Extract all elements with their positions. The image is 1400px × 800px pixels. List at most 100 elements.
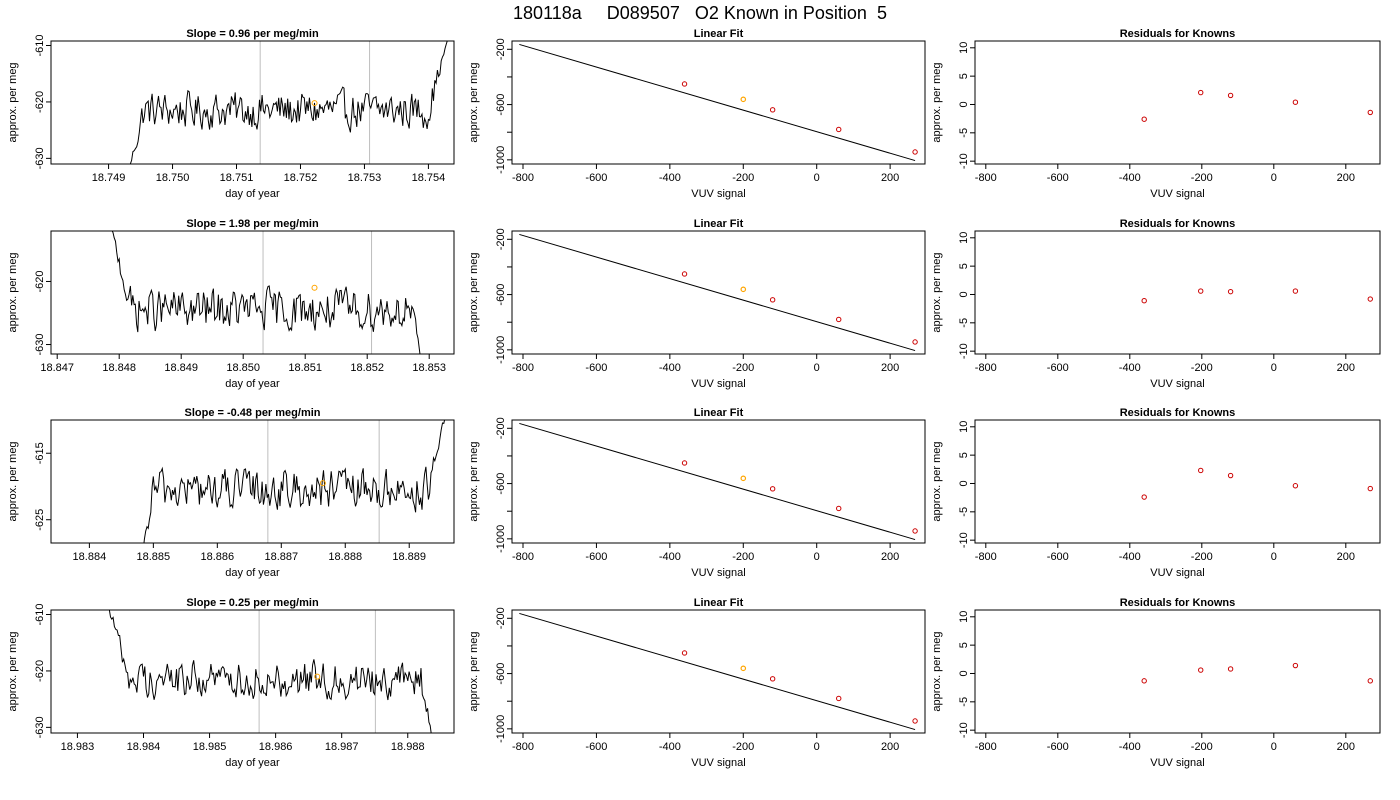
- panel-timeseries-1: Slope = 0.96 per meg/min 18.749 18.750 18.7…: [7, 28, 455, 200]
- y-axis-label: approx. per meg: [7, 631, 19, 711]
- y-tick-label: -200: [495, 607, 507, 629]
- x-tick-label: 18.886: [200, 551, 234, 563]
- y-tick-label: 10: [958, 42, 970, 54]
- known-point: [912, 528, 918, 534]
- x-tick-label: 18.852: [350, 362, 384, 374]
- x-tick-label: 18.988: [391, 741, 425, 753]
- x-tick-label: -200: [732, 551, 754, 563]
- y-tick-label: -630: [34, 147, 46, 169]
- y-tick-label: 0: [958, 291, 970, 297]
- y-tick-label: 0: [958, 670, 970, 676]
- x-tick-label: 200: [1337, 741, 1355, 753]
- y-tick-label: -1000: [495, 146, 507, 174]
- y-tick-label: -5: [958, 697, 970, 707]
- x-tick-label: 200: [881, 362, 899, 374]
- x-tick-label: -400: [659, 362, 681, 374]
- plot-frame: [511, 419, 926, 544]
- panel-title: Residuals for Knowns: [1120, 28, 1236, 40]
- y-tick-label: -5: [958, 318, 970, 328]
- known-point: [681, 271, 688, 277]
- x-tick-label: 18.889: [392, 551, 426, 563]
- known-point: [769, 676, 776, 682]
- y-tick-label: -1000: [495, 525, 507, 553]
- x-tick-label: -600: [585, 551, 607, 563]
- residual-point: [1367, 109, 1373, 116]
- x-tick-label: -400: [1119, 172, 1141, 184]
- residual-point: [1227, 666, 1234, 672]
- plot-frame: [974, 609, 1381, 734]
- x-tick-label: -400: [1119, 741, 1141, 753]
- x-tick-label: 18.885: [137, 551, 171, 563]
- panel-title: Slope = 0.96 per meg/min: [186, 28, 319, 40]
- x-tick-label: -400: [659, 551, 681, 563]
- sample-point: [740, 665, 747, 672]
- residual-point: [1198, 467, 1204, 474]
- x-tick-label: -800: [975, 741, 997, 753]
- y-tick-label: -1000: [495, 715, 507, 743]
- y-tick-label: 10: [958, 232, 970, 244]
- x-tick-label: 18.849: [164, 362, 198, 374]
- sample-point: [740, 475, 747, 482]
- x-tick-label: -400: [659, 172, 681, 184]
- mean-marker: [314, 673, 321, 680]
- x-tick-label: -200: [1191, 362, 1213, 374]
- plot-frame: [50, 40, 455, 165]
- y-tick-label: 5: [958, 642, 970, 648]
- residual-point: [1198, 89, 1204, 96]
- x-tick-label: 18.887: [264, 551, 298, 563]
- y-tick-label: -10: [958, 722, 970, 738]
- known-point: [769, 486, 776, 492]
- panel-fit-1: Linear Fit -800 -600 -400 -200 0 200 -200 -600 -1…: [468, 28, 926, 200]
- x-tick-label: 200: [881, 172, 899, 184]
- y-tick-label: 5: [958, 73, 970, 79]
- x-tick-label: 18.984: [127, 741, 161, 753]
- y-tick-label: -10: [958, 153, 970, 169]
- y-axis-label: approx. per meg: [931, 252, 943, 332]
- x-axis-label: VUV signal: [691, 188, 745, 200]
- x-tick-label: 18.853: [412, 362, 446, 374]
- x-axis-label: day of year: [225, 378, 280, 390]
- x-tick-label: 18.753: [348, 172, 382, 184]
- plot-frame: [511, 230, 926, 355]
- x-tick-label: 200: [1337, 362, 1355, 374]
- x-tick-label: 18.851: [288, 362, 322, 374]
- panel-title: Linear Fit: [694, 218, 744, 230]
- x-tick-label: -600: [1047, 172, 1069, 184]
- x-tick-label: 0: [814, 362, 820, 374]
- y-tick-label: -600: [495, 473, 507, 495]
- y-tick-label: 5: [958, 263, 970, 269]
- x-tick-label: -600: [1047, 362, 1069, 374]
- sample-point: [740, 286, 747, 293]
- known-point: [769, 297, 776, 303]
- y-tick-label: 5: [958, 452, 970, 458]
- x-tick-label: -600: [585, 362, 607, 374]
- panel-fit-3: Linear Fit -800 -600 -400 -200 0 200 -200 -600 -1…: [468, 407, 926, 579]
- plot-frame: [974, 230, 1381, 355]
- y-tick-label: -600: [495, 284, 507, 306]
- panel-title: Slope = 1.98 per meg/min: [186, 218, 319, 230]
- residual-point: [1292, 288, 1299, 294]
- signal-trace: [143, 420, 446, 543]
- x-tick-label: 18.752: [284, 172, 318, 184]
- plot-area: [1141, 89, 1373, 122]
- x-tick-label: -600: [585, 741, 607, 753]
- known-point: [836, 505, 842, 512]
- panel-residuals-3: Residuals for Knowns -800 -600 -400 -200 0 200…: [931, 407, 1381, 579]
- known-point: [681, 460, 688, 466]
- x-tick-label: 18.884: [73, 551, 107, 563]
- y-tick-label: -630: [34, 334, 46, 356]
- x-tick-label: -800: [512, 362, 534, 374]
- fit-line: [519, 233, 916, 352]
- known-point: [681, 650, 688, 656]
- x-tick-label: -600: [585, 172, 607, 184]
- residual-point: [1141, 494, 1147, 500]
- x-axis-label: VUV signal: [691, 757, 745, 769]
- panel-title: Linear Fit: [694, 28, 744, 40]
- y-axis-label: approx. per meg: [931, 62, 943, 142]
- mean-marker: [319, 480, 326, 487]
- known-point: [912, 718, 918, 724]
- y-tick-label: -620: [34, 91, 46, 113]
- x-tick-label: 0: [1271, 172, 1277, 184]
- plot-frame: [511, 40, 926, 165]
- x-tick-label: 18.847: [40, 362, 74, 374]
